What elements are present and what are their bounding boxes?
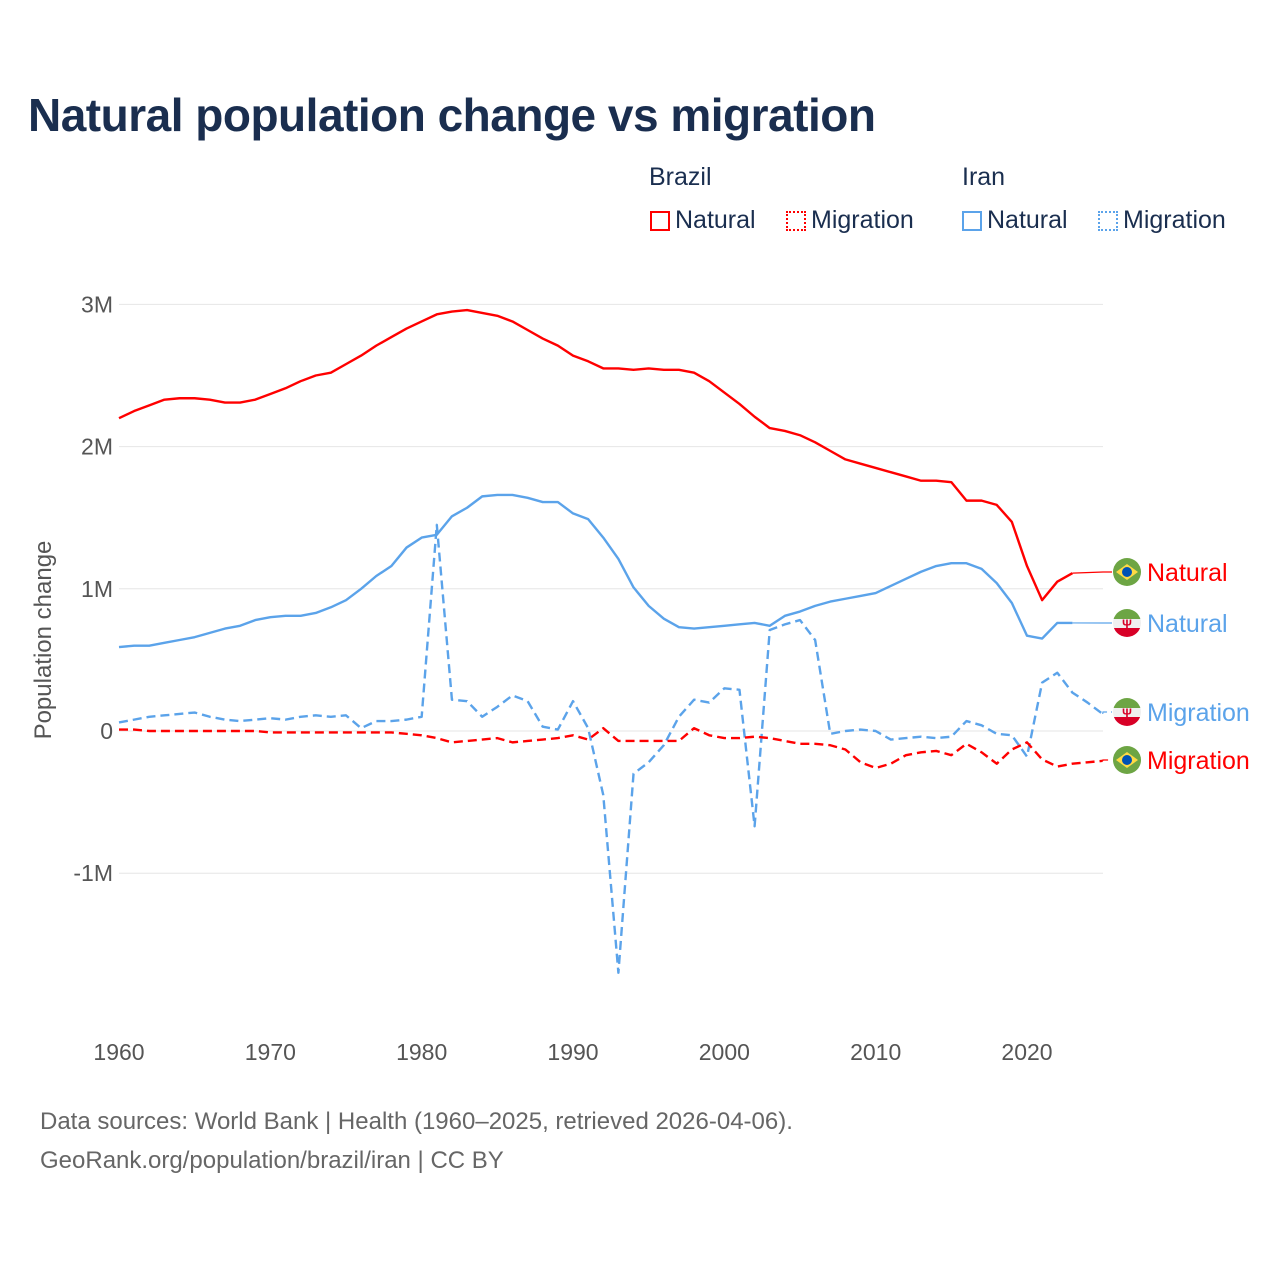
series-end-label: Natural	[1147, 559, 1228, 587]
x-tick-label: 2020	[1001, 1039, 1052, 1065]
series-end-label: Migration	[1147, 699, 1250, 727]
legend-item-brazil-migration[interactable]: Migration	[786, 206, 914, 235]
iran-flag-icon: Ψ	[1113, 698, 1141, 726]
legend-label: Migration	[1123, 206, 1226, 234]
x-tick-label: 2010	[850, 1039, 901, 1065]
legend-label: Natural	[675, 206, 756, 234]
legend-group-iran: Iran	[962, 163, 1006, 191]
y-tick-label: 1M	[81, 576, 113, 602]
footer-source: Data sources: World Bank | Health (1960–…	[40, 1108, 793, 1135]
series-line-iran-natural	[118, 493, 1073, 649]
label-leader-line	[1102, 759, 1112, 762]
brazil-flag-icon	[1113, 746, 1141, 774]
legend-label: Migration	[811, 206, 914, 234]
legend-group-brazil: Brazil	[649, 163, 712, 191]
x-tick-label: 2000	[699, 1039, 750, 1065]
legend-item-brazil-natural[interactable]: Natural	[650, 206, 756, 235]
series-end-label: Natural	[1147, 610, 1228, 638]
x-tick-label: 1960	[93, 1039, 144, 1065]
dotted-swatch-icon	[786, 210, 806, 231]
x-tick-label: 1980	[396, 1039, 447, 1065]
solid-swatch-icon	[962, 210, 982, 231]
label-leader-line	[1102, 711, 1112, 715]
series-line-brazil-natural	[118, 308, 1073, 602]
y-axis-label: Population change	[30, 541, 57, 740]
svg-text:Ψ: Ψ	[1122, 706, 1132, 720]
legend-item-iran-migration[interactable]: Migration	[1098, 206, 1226, 235]
solid-swatch-icon	[650, 210, 670, 231]
label-leader-line	[1072, 571, 1112, 574]
series-end-label: Migration	[1147, 747, 1250, 775]
dotted-swatch-icon	[1098, 210, 1118, 231]
y-tick-label: -1M	[73, 860, 113, 886]
x-tick-label: 1990	[547, 1039, 598, 1065]
brazil-flag-icon	[1113, 558, 1141, 586]
y-tick-label: 0	[100, 718, 113, 744]
legend-item-iran-natural[interactable]: Natural	[962, 206, 1068, 235]
legend-label: Natural	[987, 206, 1068, 234]
y-tick-label: 2M	[81, 434, 113, 460]
series-line-iran-migration	[118, 523, 1104, 974]
svg-text:Ψ: Ψ	[1122, 617, 1132, 631]
footer-credit: GeoRank.org/population/brazil/iran | CC …	[40, 1147, 504, 1174]
series-line-brazil-migration	[119, 726, 1103, 770]
iran-flag-icon: Ψ	[1113, 609, 1141, 637]
chart-title: Natural population change vs migration	[28, 89, 876, 141]
x-tick-label: 1970	[245, 1039, 296, 1065]
y-tick-label: 3M	[81, 291, 113, 317]
